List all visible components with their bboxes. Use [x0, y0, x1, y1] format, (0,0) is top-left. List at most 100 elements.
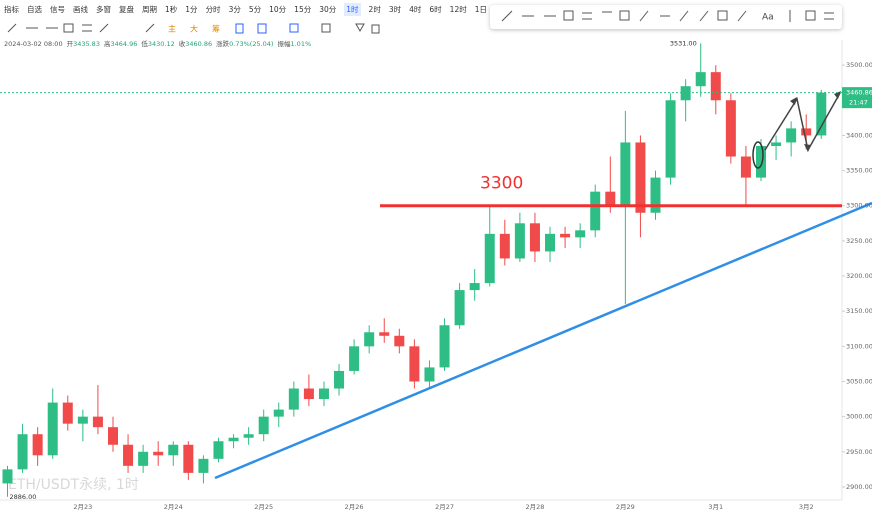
tool-icon[interactable]: [63, 23, 74, 33]
x-tick-label: 2月26: [345, 503, 364, 511]
tool-icon[interactable]: [639, 10, 649, 22]
ellipse-drawing: [752, 141, 764, 169]
y-tick-label: 2950.00: [846, 448, 872, 456]
arrow-head: [790, 97, 797, 105]
trend-line: [214, 201, 872, 480]
candle-body: [469, 283, 480, 291]
tool-icon[interactable]: [501, 10, 513, 22]
candle-body: [484, 233, 495, 284]
candle-body: [650, 177, 661, 213]
price-axis-bg: [842, 0, 872, 515]
candle-body: [560, 233, 571, 238]
info-datetime: 2024-03-02 08:00: [4, 40, 63, 48]
tool-icon[interactable]: [737, 10, 747, 22]
period-button[interactable]: 1秒: [165, 5, 178, 14]
toolbar-item[interactable]: 多窗: [96, 5, 111, 14]
candle-body: [499, 233, 510, 259]
candle-body: [183, 444, 194, 473]
period-button[interactable]: 3时: [388, 5, 402, 14]
period-button[interactable]: 1分: [185, 5, 198, 14]
y-tick-label: 3350.00: [846, 167, 872, 175]
tool-icon[interactable]: [563, 10, 574, 21]
x-tick-label: 3月1: [708, 503, 723, 511]
period-button[interactable]: 30分: [319, 5, 337, 14]
tool-icon[interactable]: [355, 23, 365, 33]
period-button[interactable]: 5分: [248, 5, 262, 14]
period-button[interactable]: 1日: [474, 5, 487, 14]
info-label: 收: [178, 40, 186, 48]
tool-icon[interactable]: [235, 23, 244, 34]
tool-icon[interactable]: [805, 10, 816, 21]
text-tool[interactable]: Aa: [762, 13, 774, 23]
period-button[interactable]: 10分: [269, 5, 287, 14]
info-value: 3460.86: [185, 40, 213, 48]
period-button[interactable]: 2时: [368, 5, 381, 14]
line-label: 3300: [480, 174, 523, 194]
candle-body: [123, 444, 134, 466]
tool-icon[interactable]: [371, 24, 380, 34]
candle-body: [590, 191, 601, 231]
candle-body: [680, 86, 691, 101]
info-label: 振幅: [277, 40, 291, 48]
chart-style[interactable]: 筹: [212, 24, 220, 34]
tool-icon[interactable]: [717, 10, 728, 21]
toolbar-item[interactable]: 复盘: [119, 5, 134, 14]
y-tick-label: 3150.00: [846, 307, 872, 315]
tool-icon[interactable]: [145, 23, 155, 33]
tool-icon[interactable]: [699, 10, 709, 22]
toolbar-item[interactable]: 信号: [50, 5, 65, 14]
toolbar-item[interactable]: 周期: [142, 5, 157, 14]
toolbar-item[interactable]: 指标: [4, 5, 19, 14]
x-tick-label: 2月23: [73, 503, 92, 511]
candle-body: [334, 370, 345, 389]
tool-icon[interactable]: [289, 23, 299, 33]
period-button[interactable]: 3分: [228, 5, 241, 14]
candle-body: [635, 142, 646, 213]
candle-body: [725, 100, 736, 157]
candle-body: [288, 388, 299, 410]
info-label: 涨跌: [216, 40, 230, 48]
chart-style[interactable]: 主: [168, 24, 176, 34]
toolbar-item[interactable]: 自选: [27, 5, 42, 14]
period-button[interactable]: 1时: [344, 3, 361, 16]
candle-body: [695, 72, 706, 87]
ohlc-info: 2024-03-02 08:00 开3435.83 高3464.96 低3430.12…: [4, 38, 315, 48]
x-tick-label: 2月25: [254, 503, 273, 511]
drawing-toolbar: 主大筹: [7, 23, 380, 34]
period-button[interactable]: 4时: [409, 5, 422, 14]
x-tick-label: 2月28: [525, 503, 544, 511]
tool-icon[interactable]: [99, 23, 109, 33]
period-button[interactable]: 6时: [429, 5, 442, 14]
last-price-tag: [842, 87, 872, 109]
tool-icon[interactable]: [7, 23, 17, 33]
candle-body: [620, 142, 631, 206]
y-tick-label: 3050.00: [846, 377, 872, 385]
candle-body: [92, 416, 103, 428]
candle-body: [439, 325, 450, 368]
tool-icon[interactable]: [321, 23, 331, 33]
period-button[interactable]: 分时: [205, 5, 221, 14]
candle-body: [303, 388, 314, 400]
info-label: 开: [66, 40, 74, 48]
candle-body: [665, 100, 676, 178]
tool-icon[interactable]: [619, 10, 630, 21]
chart-style[interactable]: 大: [190, 24, 198, 34]
info-value: 0.73%(25.04): [229, 40, 274, 48]
arrow-head: [834, 91, 841, 99]
period-button[interactable]: 12时: [449, 5, 467, 14]
candle-body: [801, 128, 812, 136]
y-tick-label: 3400.00: [846, 131, 872, 139]
toolbar-item[interactable]: 画线: [73, 5, 88, 14]
y-tick-label: 3300.00: [846, 202, 872, 210]
y-tick-label: 2900.00: [846, 483, 872, 491]
y-tick-label: 3500.00: [846, 61, 872, 69]
candle-body: [153, 451, 164, 456]
info-value: 3464.96: [110, 40, 138, 48]
tool-icon[interactable]: [257, 23, 267, 34]
candle-body: [47, 402, 58, 456]
tool-icon[interactable]: [679, 10, 689, 22]
last-price-label: 3460.86: [846, 89, 872, 97]
candle-body: [243, 434, 254, 438]
period-button[interactable]: 15分: [294, 5, 312, 14]
info-label: 低: [141, 40, 148, 48]
